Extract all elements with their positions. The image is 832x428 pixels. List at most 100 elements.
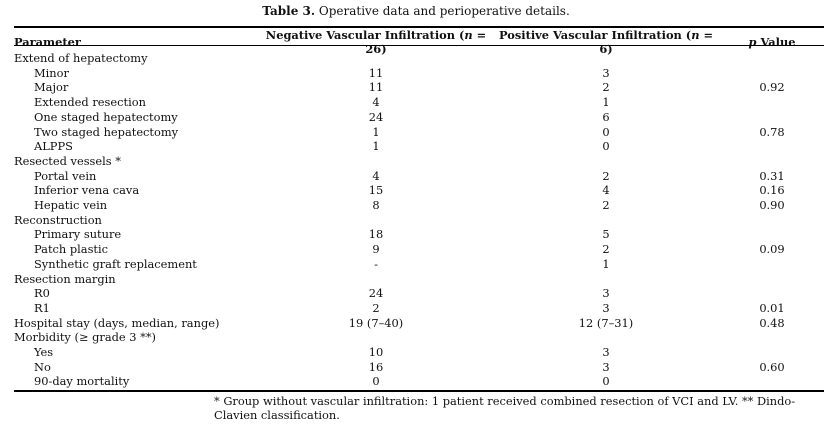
table-row: Patch plastic 9 2 0.09 [14,242,824,257]
row-p-value [720,95,824,110]
row-positive-value: 2 [602,80,610,95]
row-p-value: 0.92 [759,80,785,95]
row-p-value [720,66,824,81]
row-p-value [720,286,824,301]
row-positive-value: 2 [602,242,610,257]
row-negative-value [260,330,492,345]
row-label: One staged hepatectomy [34,109,178,124]
row-p-value [720,345,824,360]
row-label: Inferior vena cava [34,183,140,198]
row-positive-value [492,272,720,287]
row-p-value [720,110,824,125]
row-positive-value: 3 [602,300,610,315]
table-body: Extend of hepatectomy Minor 11 3 Major 11 2 0.9… [14,51,824,389]
table-row: Primary suture 18 5 [14,227,824,242]
table-row: Yes 10 3 [14,345,824,360]
row-label: Major [34,80,69,95]
row-p-value: 0.90 [759,198,785,213]
row-label: Portal vein [34,168,97,183]
row-label: Hospital stay (days, median, range) [14,315,220,330]
row-label: ALPPS [34,139,73,154]
table-row: Extend of hepatectomy [14,51,824,66]
table-row: One staged hepatectomy 24 6 [14,110,824,125]
row-p-value [720,139,824,154]
row-label: Resection margin [14,271,116,286]
row-positive-value: 2 [602,168,610,183]
row-label: Minor [34,65,69,80]
table-top-rule [14,26,824,28]
row-p-value: 0.60 [759,359,785,374]
row-label: No [34,359,51,374]
row-negative-value: 19 (7–40) [348,315,404,330]
row-positive-value [492,213,720,228]
row-negative-value: 4 [372,168,380,183]
row-positive-value: 0 [602,124,610,139]
table-row: Synthetic graft replacement - 1 [14,257,824,272]
row-positive-value: 4 [602,183,610,198]
table-row: ALPPS 1 0 [14,139,824,154]
row-p-value: 0.09 [759,242,785,257]
row-negative-value: 0 [372,374,380,389]
table-footnote: * Group without vascular infiltration: 1… [214,394,796,422]
row-positive-value [492,330,720,345]
row-negative-value: 2 [372,300,380,315]
row-negative-value: 8 [372,198,380,213]
row-p-value: 0.01 [759,300,785,315]
table-row: 90-day mortality 0 0 [14,374,824,389]
row-p-value [720,227,824,242]
row-positive-value: 3 [602,345,610,360]
row-label: Patch plastic [34,242,109,257]
row-negative-value: 11 [368,80,384,95]
row-p-value [720,374,824,389]
row-positive-value: 5 [602,227,610,242]
row-label: Resected vessels * [14,153,121,168]
row-label: Yes [34,345,54,360]
table-row: Reconstruction [14,213,824,228]
row-positive-value [492,51,720,66]
row-negative-value [260,154,492,169]
row-negative-value: 18 [368,227,384,242]
row-p-value [720,330,824,345]
row-p-value [720,154,824,169]
row-label: Extend of hepatectomy [14,51,148,65]
row-negative-value: 15 [368,183,384,198]
table-row: Hospital stay (days, median, range) 19 (7… [14,316,824,331]
row-negative-value: 1 [372,139,380,154]
row-positive-value: 2 [602,198,610,213]
table-caption: Table 3. Operative data and perioperativ… [0,4,832,18]
row-label: R0 [34,286,50,301]
row-p-value [720,51,824,66]
row-negative-value: 10 [368,345,384,360]
row-negative-value: 1 [372,124,380,139]
row-positive-value: 3 [602,359,610,374]
row-label: Primary suture [34,227,122,242]
table-row: Portal vein 4 2 0.31 [14,169,824,184]
table-row: Two staged hepatectomy 1 0 0.78 [14,125,824,140]
table-row: Major 11 2 0.92 [14,80,824,95]
table-row: Extended resection 4 1 [14,95,824,110]
table-row: Resected vessels * [14,154,824,169]
row-label: Two staged hepatectomy [34,124,179,139]
row-positive-value: 0 [602,139,610,154]
row-label: Extended resection [34,95,146,110]
row-negative-value: 11 [368,65,384,80]
row-negative-value: 4 [372,95,380,110]
row-negative-value: 24 [368,286,384,301]
row-p-value [720,257,824,272]
table-row: Minor 11 3 [14,66,824,81]
row-p-value [720,213,824,228]
row-positive-value: 3 [602,65,610,80]
row-label: Morbidity (≥ grade 3 **) [14,330,156,345]
row-positive-value: 6 [602,109,610,124]
row-negative-value: 24 [368,109,384,124]
table-row: Hepatic vein 8 2 0.90 [14,198,824,213]
row-p-value: 0.48 [759,315,785,330]
row-label: R1 [34,300,50,315]
row-negative-value [260,272,492,287]
row-negative-value: 16 [368,359,384,374]
table-row: R1 2 3 0.01 [14,301,824,316]
row-negative-value [260,51,492,66]
row-positive-value: 12 (7–31) [578,315,634,330]
row-negative-value [260,213,492,228]
